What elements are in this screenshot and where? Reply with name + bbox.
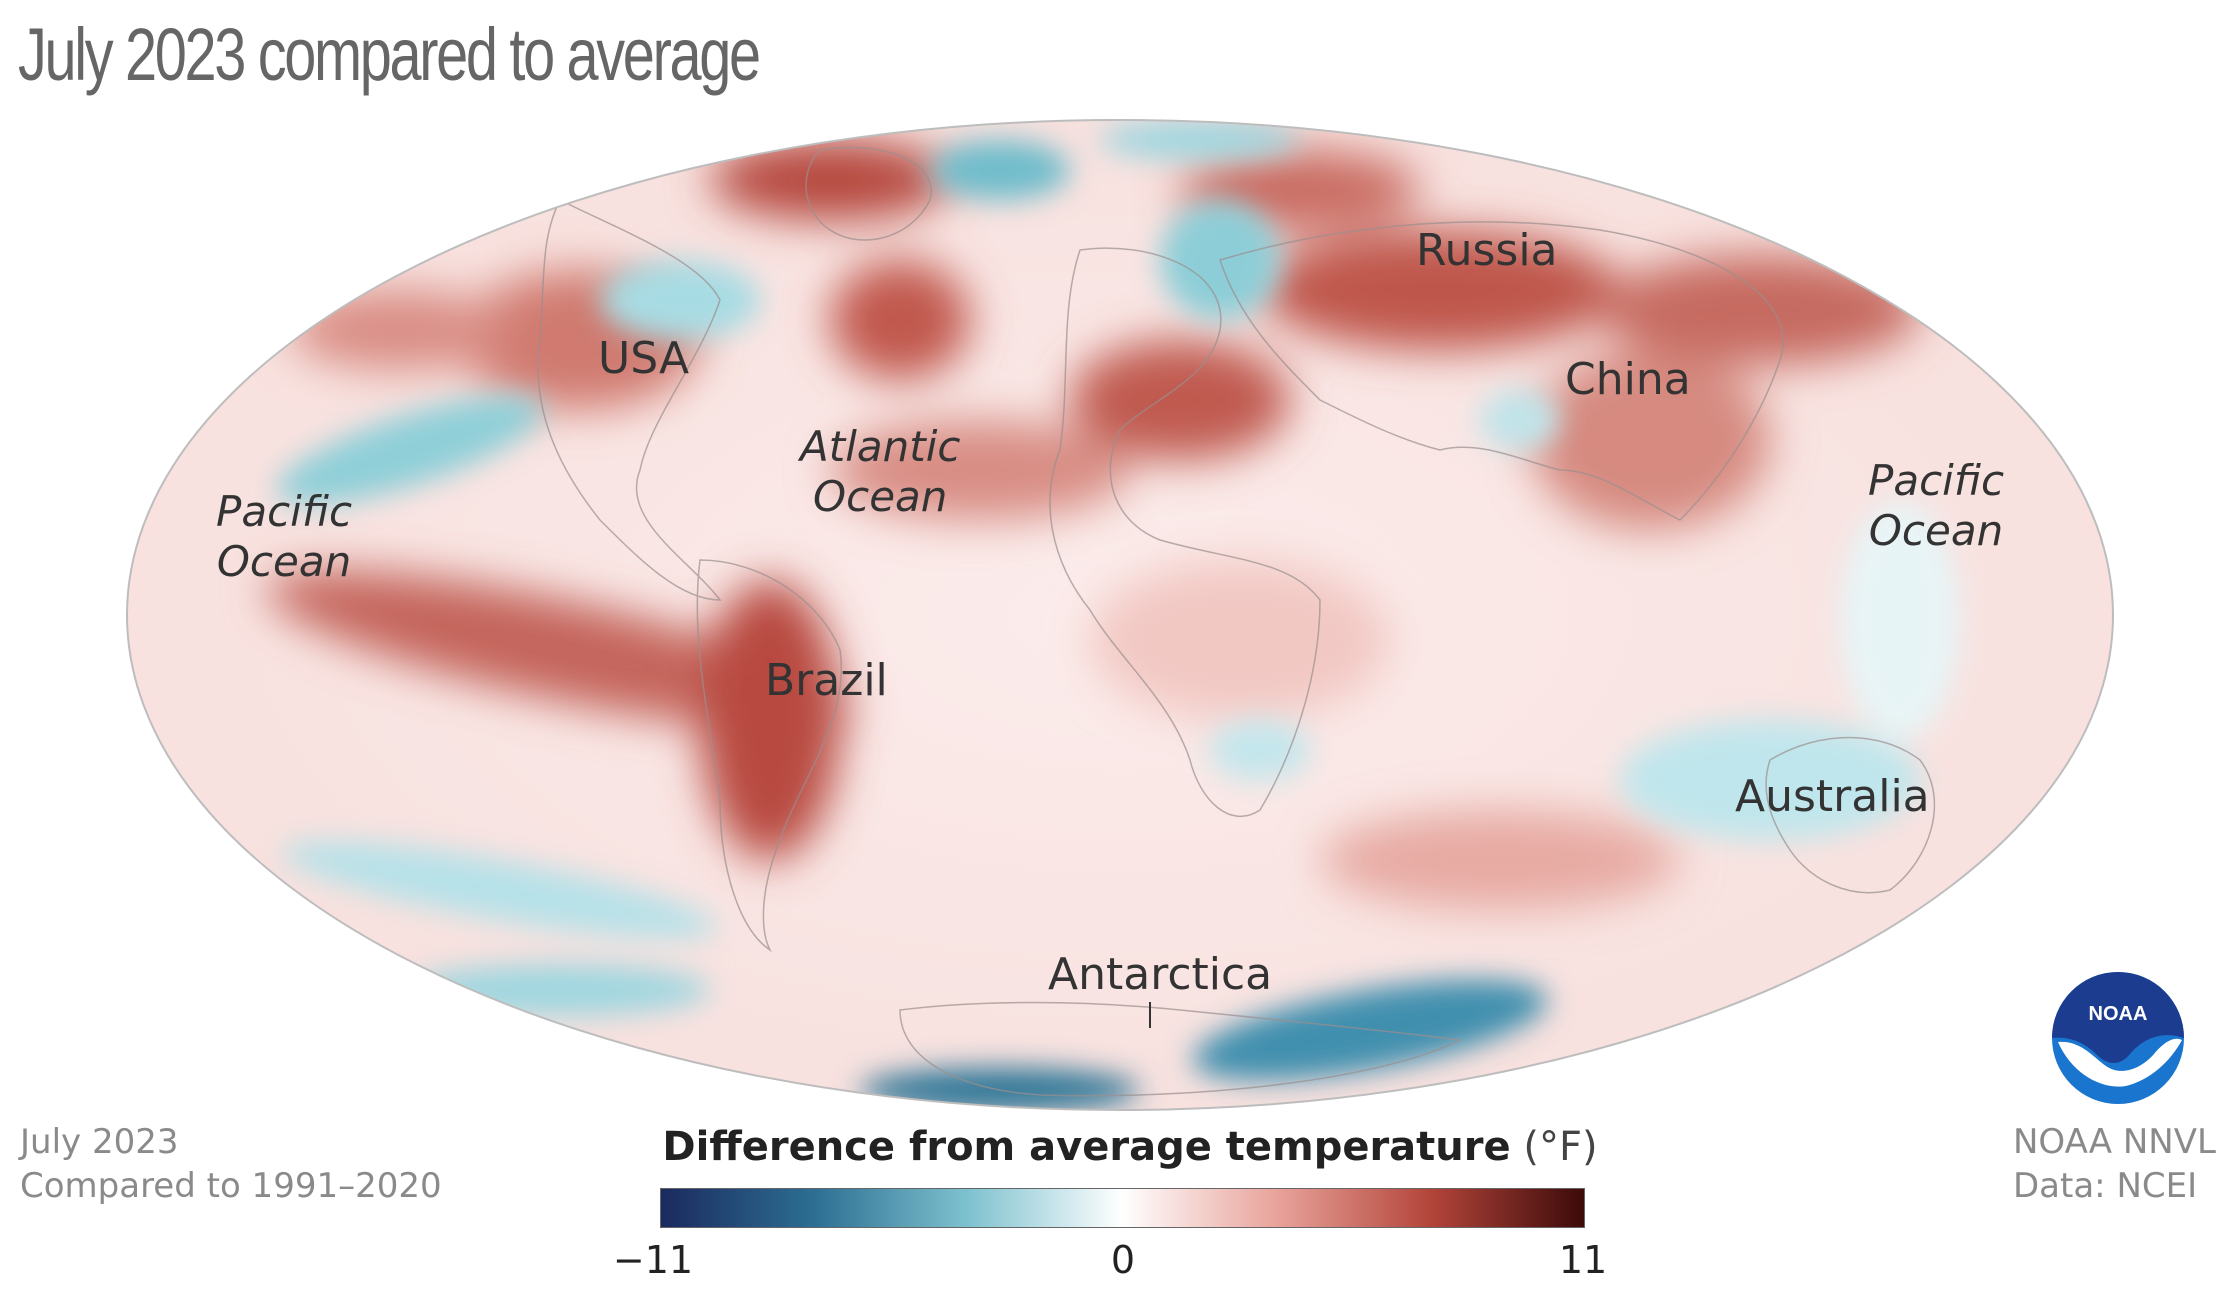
europe-africa-outline [1049, 247, 1321, 817]
label-china: China [1565, 354, 1691, 405]
footnote-date: July 2023 [20, 1122, 179, 1162]
footnote-credit: NOAA NNVL [2013, 1122, 2216, 1162]
north-america-outline [537, 198, 722, 601]
label-atlantic-ocean: Atlantic Ocean [800, 422, 960, 523]
atlantic-line1: Atlantic [800, 422, 961, 471]
anomaly-field [127, 120, 2113, 1110]
greenland-outline [805, 146, 932, 241]
south-america-outline [696, 559, 842, 953]
asia-outline [1219, 221, 1784, 521]
noaa-logo-text: NOAA [2089, 1003, 2148, 1025]
footnote-baseline: Compared to 1991–2020 [20, 1166, 442, 1207]
pacific-west-line2: Ocean [216, 537, 352, 587]
footnote-data-source: Data: NCEI [2013, 1166, 2198, 1207]
antarctica-outline [899, 1001, 1463, 1097]
legend-min-label: −11 [612, 1238, 694, 1282]
warm-anomaly-regions [266, 140, 1920, 910]
footnote-right: NOAA NNVL Data: NCEI [2013, 1120, 2216, 1208]
globe-border [126, 119, 2114, 1111]
label-pacific-ocean-west: Pacific Ocean [216, 487, 352, 588]
continent-outlines [537, 146, 1936, 1097]
page-title: July 2023 compared to average [18, 13, 761, 96]
atlantic-line2: Ocean [813, 472, 948, 522]
legend-colorbar [660, 1188, 1585, 1228]
label-usa: USA [598, 333, 690, 384]
legend-unit: (°F) [1523, 1124, 1598, 1170]
pacific-east-line2: Ocean [1868, 506, 2004, 556]
australia-outline [1765, 736, 1936, 894]
noaa-logo-icon: NOAA [2052, 972, 2184, 1104]
label-pacific-ocean-east: Pacific Ocean [1868, 456, 2004, 557]
legend-title: Difference from average temperature (°F) [655, 1124, 1605, 1170]
pacific-east-line1: Pacific [1868, 456, 2005, 505]
label-russia: Russia [1416, 225, 1558, 276]
legend-max-label: 11 [1558, 1238, 1608, 1282]
pacific-west-line1: Pacific [216, 487, 353, 536]
label-brazil: Brazil [765, 655, 888, 706]
legend-mid-label: 0 [1110, 1238, 1136, 1282]
label-australia: Australia [1735, 771, 1930, 822]
legend-title-text: Difference from average temperature [662, 1124, 1511, 1170]
label-antarctica: Antarctica [1048, 949, 1273, 1000]
footnote-left: July 2023 Compared to 1991–2020 [20, 1120, 442, 1208]
